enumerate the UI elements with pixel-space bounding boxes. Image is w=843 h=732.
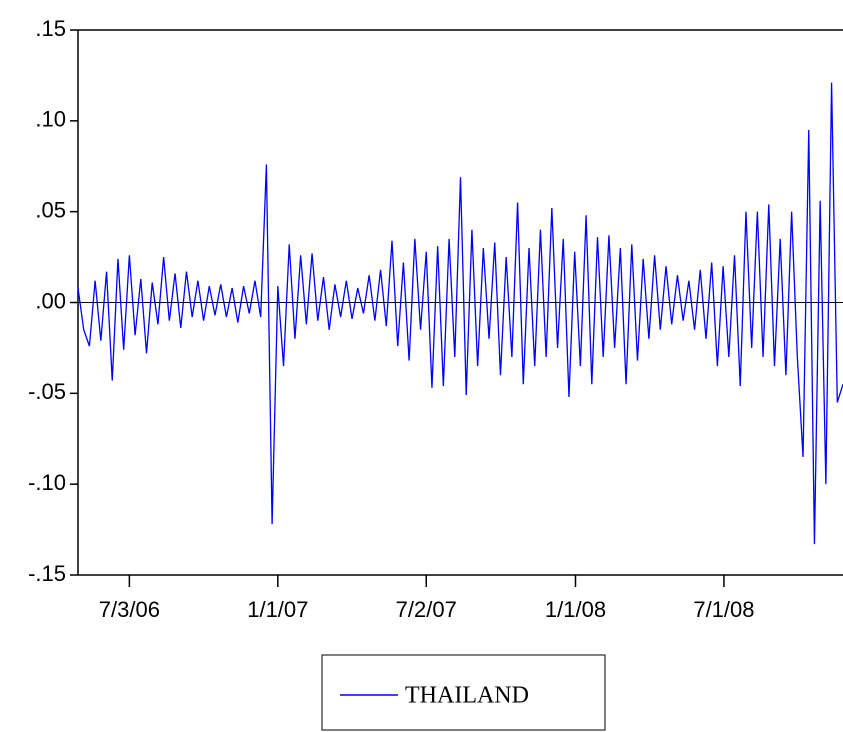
legend-label: THAILAND [405,683,529,709]
x-tick-label: 1/1/08 [545,597,606,622]
y-tick-label: -.15 [28,561,66,586]
x-tick-label: 7/3/06 [99,597,160,622]
chart: -.15 -.10 -.05 .00 .05 .10 .15 7/3/06 1/1/07 7/2/… [0,0,843,732]
y-tick-label: .05 [35,197,66,222]
y-tick-label: .10 [35,107,66,132]
x-tick-label: 7/2/07 [396,597,457,622]
x-tick-label: 1/1/07 [247,597,308,622]
series-line [78,83,843,544]
y-tick-label: -.05 [28,379,66,404]
y-tick-label: .00 [35,288,66,313]
x-tick-label: 7/1/08 [693,597,754,622]
y-tick-label: -.10 [28,470,66,495]
y-tick-label: .15 [35,16,66,41]
